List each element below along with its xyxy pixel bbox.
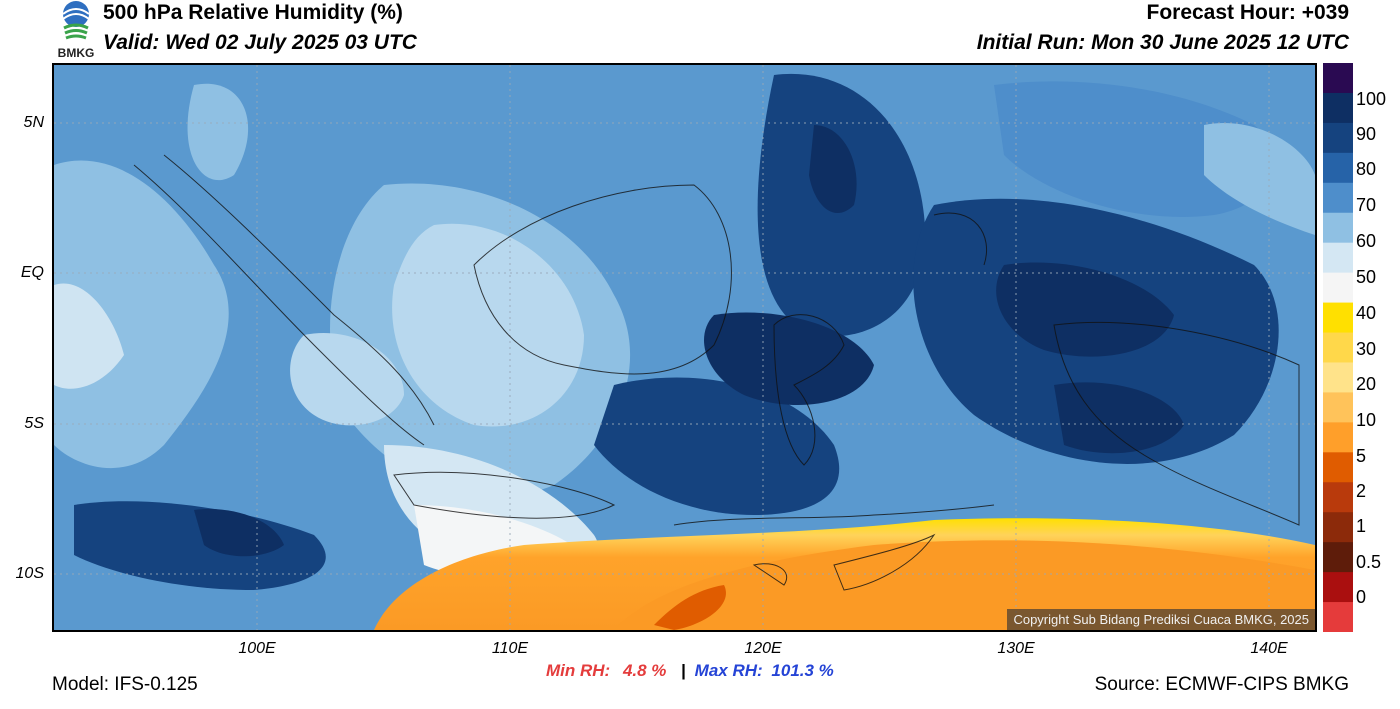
valid-time: Valid: Wed 02 July 2025 03 UTC [103, 31, 417, 54]
colorbar-label: 90 [1356, 124, 1377, 144]
lon-label-120e: 120E [744, 640, 782, 657]
colorbar-segment [1323, 482, 1353, 513]
lon-label-140e: 140E [1250, 640, 1288, 657]
colorbar-segment [1323, 452, 1353, 483]
colorbar-segment [1323, 302, 1353, 334]
colorbar-label: 1 [1356, 516, 1367, 536]
colorbar-segment [1323, 422, 1353, 453]
colorbar-label: 50 [1356, 267, 1377, 287]
colorbar-label: 60 [1356, 231, 1377, 251]
colorbar-label: 20 [1356, 374, 1377, 394]
lat-label-eq: EQ [20, 264, 44, 281]
colorbar-segment [1323, 92, 1353, 124]
lat-label-5n: 5N [23, 114, 44, 131]
colorbar-segment [1323, 362, 1353, 393]
lon-label-110e: 110E [491, 640, 529, 657]
colorbar-segment [1323, 572, 1353, 603]
colorbar-segment [1323, 212, 1353, 244]
bmkg-logo: BMKG [58, 1, 95, 60]
colorbar-segment [1323, 392, 1353, 423]
colorbar-label: 10 [1356, 410, 1377, 430]
colorbar-segment [1323, 602, 1353, 632]
colorbar-segment [1323, 182, 1353, 214]
min-rh-label: Min RH: [546, 661, 611, 680]
lat-label-10s: 10S [15, 565, 44, 582]
colorbar [1323, 63, 1353, 632]
lon-label-130e: 130E [997, 640, 1035, 657]
colorbar-label: 70 [1356, 195, 1377, 215]
min-rh-value: 4.8 % [622, 661, 667, 680]
colorbar-label: 100 [1356, 89, 1387, 109]
colorbar-segment [1323, 63, 1353, 94]
colorbar-segment [1323, 242, 1353, 274]
lon-label-100e: 100E [238, 640, 276, 657]
max-rh-label: Max RH: [694, 661, 763, 680]
colorbar-label: 5 [1356, 446, 1367, 466]
colorbar-segment [1323, 512, 1353, 543]
copyright-notice: Copyright Sub Bidang Prediksi Cuaca BMKG… [1007, 609, 1315, 630]
colorbar-segment [1323, 542, 1353, 573]
lat-label-5s: 5S [24, 415, 44, 432]
colorbar-label: 0 [1356, 587, 1367, 607]
map-title: 500 hPa Relative Humidity (%) [103, 1, 403, 24]
colorbar-segment [1323, 152, 1353, 184]
forecast-hour: Forecast Hour: +039 [1146, 1, 1350, 24]
colorbar-label: 0.5 [1356, 552, 1382, 572]
colorbar-segment [1323, 272, 1353, 304]
model-label: Model: IFS-0.125 [52, 674, 198, 695]
colorbar-label: 80 [1356, 159, 1377, 179]
colorbar-segment [1323, 122, 1353, 154]
humidity-field [54, 65, 1315, 630]
humidity-map [52, 63, 1317, 632]
colorbar-label: 30 [1356, 339, 1377, 359]
colorbar-label: 40 [1356, 303, 1377, 323]
initial-run: Initial Run: Mon 30 June 2025 12 UTC [976, 31, 1349, 54]
colorbar-segment [1323, 332, 1353, 363]
max-rh-value: 101.3 % [771, 661, 834, 680]
stats-separator: | [681, 661, 686, 680]
source-label: Source: ECMWF-CIPS BMKG [1094, 674, 1349, 695]
logo-text: BMKG [58, 46, 95, 60]
rh-stats: Min RH: 4.8 % | Max RH: 101.3 % [546, 661, 834, 681]
colorbar-label: 2 [1356, 481, 1367, 501]
